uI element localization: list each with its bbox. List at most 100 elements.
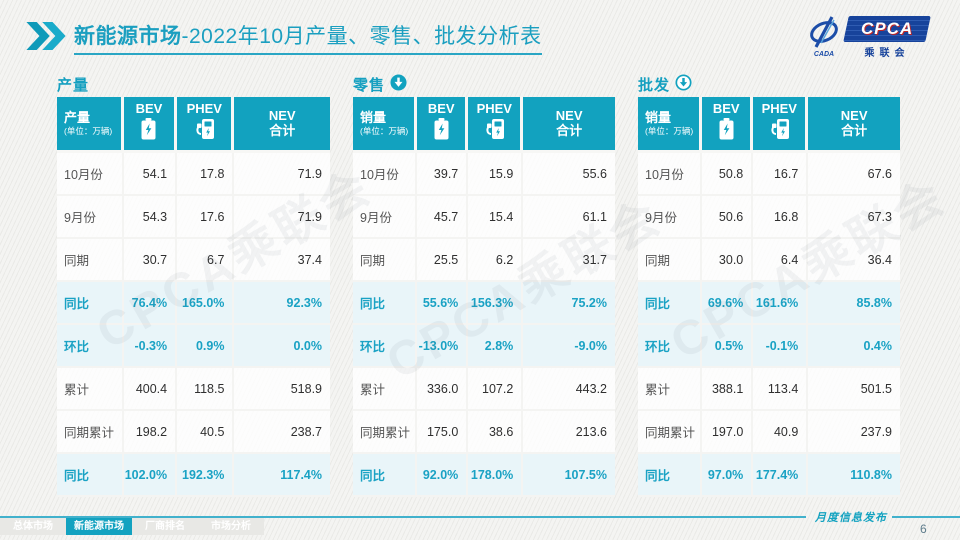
row-label: 同期累计 xyxy=(638,411,703,454)
section-label-wholesale: 批发 xyxy=(638,77,671,94)
cell-value: 117.4% xyxy=(234,454,330,497)
cell-value: 501.5 xyxy=(808,368,900,411)
charger-icon xyxy=(177,118,231,145)
cell-value: 6.4 xyxy=(753,239,809,282)
cell-value: 92.0% xyxy=(417,454,469,497)
row-label: 累计 xyxy=(353,368,418,411)
header-unit-cell: 销量 (单位：万辆) xyxy=(638,97,703,153)
svg-text:CADA: CADA xyxy=(814,51,834,58)
cell-value: 213.6 xyxy=(523,411,615,454)
cell-value: 40.5 xyxy=(177,411,235,454)
cell-value: 17.6 xyxy=(177,196,235,239)
retail-table: 销量 (单位：万辆) BEV PHEV xyxy=(353,97,615,497)
table-row: 同比 55.6% 156.3% 75.2% xyxy=(353,282,615,325)
cell-value: 92.3% xyxy=(234,282,330,325)
row-label: 同期 xyxy=(57,239,124,282)
cell-value: 75.2% xyxy=(523,282,615,325)
charger-icon xyxy=(753,118,805,145)
table-header-row: 销量 (单位：万辆) BEV PHEV xyxy=(638,97,900,153)
cell-value: 55.6% xyxy=(417,282,469,325)
table-row: 同期 30.7 6.7 37.4 xyxy=(57,239,330,282)
cpca-text: CPCA xyxy=(860,19,914,38)
cell-value: 6.2 xyxy=(468,239,524,282)
table-row: 同期 30.0 6.4 36.4 xyxy=(638,239,900,282)
row-label: 同比 xyxy=(57,454,124,497)
cell-value: 238.7 xyxy=(234,411,330,454)
cell-value: 61.1 xyxy=(523,196,615,239)
double-chevron-icon xyxy=(26,22,66,55)
cell-value: 25.5 xyxy=(417,239,469,282)
section-label-retail: 零售 xyxy=(353,77,386,94)
cell-value: 107.5% xyxy=(523,454,615,497)
tab-nev-market[interactable]: 新能源市场 xyxy=(66,518,132,535)
row-label: 同期累计 xyxy=(57,411,124,454)
cell-value: 518.9 xyxy=(234,368,330,411)
cell-value: 102.0% xyxy=(123,454,178,497)
cell-value: 16.7 xyxy=(753,153,809,196)
tab-overall-market[interactable]: 总体市场 xyxy=(0,518,66,535)
battery-icon xyxy=(124,118,174,145)
tab-oem-ranking[interactable]: 厂商排名 xyxy=(132,518,198,535)
cell-value: 36.4 xyxy=(808,239,900,282)
cell-value: 38.6 xyxy=(468,411,524,454)
cell-value: 54.1 xyxy=(123,153,178,196)
table-row: 累计 388.1 113.4 501.5 xyxy=(638,368,900,411)
tables-area: 产量 产量 (单位：万辆) BEV PHEV xyxy=(57,72,900,497)
cell-value: 0.5% xyxy=(702,325,754,368)
cell-value: 15.4 xyxy=(468,196,524,239)
cell-value: 0.0% xyxy=(234,325,330,368)
header-unit-cell: 销量 (单位：万辆) xyxy=(353,97,418,153)
cell-value: 50.8 xyxy=(702,153,754,196)
table-row: 同比 76.4% 165.0% 92.3% xyxy=(57,282,330,325)
table-row: 环比 -13.0% 2.8% -9.0% xyxy=(353,325,615,368)
cell-value: 336.0 xyxy=(417,368,469,411)
page-title: 新能源市场-2022年10月产量、零售、批发分析表 xyxy=(74,20,542,55)
table-row: 9月份 45.7 15.4 61.1 xyxy=(353,196,615,239)
cpca-box: CPCA xyxy=(843,16,931,42)
cada-swoosh-icon: CADA xyxy=(810,16,838,58)
table-header-row: 产量 (单位：万辆) BEV PHEV xyxy=(57,97,330,153)
cell-value: 85.8% xyxy=(808,282,900,325)
cell-value: 39.7 xyxy=(417,153,469,196)
table-row: 10月份 39.7 15.9 55.6 xyxy=(353,153,615,196)
cell-value: 37.4 xyxy=(234,239,330,282)
cell-value: 0.9% xyxy=(177,325,235,368)
table-header-row: 销量 (单位：万辆) BEV PHEV xyxy=(353,97,615,153)
battery-icon xyxy=(417,118,465,145)
header-phev-cell: PHEV xyxy=(753,97,809,153)
page-title-bold: 新能源市场 xyxy=(74,25,182,48)
row-label: 10月份 xyxy=(57,153,124,196)
row-label: 累计 xyxy=(638,368,703,411)
cell-value: 161.6% xyxy=(753,282,809,325)
cell-value: 55.6 xyxy=(523,153,615,196)
table-row: 累计 336.0 107.2 443.2 xyxy=(353,368,615,411)
cell-value: 30.0 xyxy=(702,239,754,282)
page-title-rest: -2022年10月产量、零售、批发分析表 xyxy=(181,25,542,48)
header-nev-cell: NEV 合计 xyxy=(523,97,615,153)
table-row: 同比 97.0% 177.4% 110.8% xyxy=(638,454,900,497)
table-row: 10月份 50.8 16.7 67.6 xyxy=(638,153,900,196)
table-row: 环比 0.5% -0.1% 0.4% xyxy=(638,325,900,368)
row-label: 10月份 xyxy=(638,153,703,196)
row-label: 同比 xyxy=(57,282,124,325)
cell-value: 198.2 xyxy=(123,411,178,454)
table-row: 同期累计 197.0 40.9 237.9 xyxy=(638,411,900,454)
table-row: 同比 69.6% 161.6% 85.8% xyxy=(638,282,900,325)
row-label: 同比 xyxy=(638,454,703,497)
cell-value: 156.3% xyxy=(468,282,524,325)
footer-nav-tabs: 总体市场 新能源市场 厂商排名 市场分析 xyxy=(0,518,264,535)
production-table: 产量 (单位：万辆) BEV PHEV xyxy=(57,97,330,497)
page-number: 6 xyxy=(920,522,927,536)
cell-value: -0.1% xyxy=(753,325,809,368)
row-label: 同期 xyxy=(353,239,418,282)
cell-value: 197.0 xyxy=(702,411,754,454)
cpca-subtitle: 乘联会 xyxy=(864,48,910,59)
header-nev-cell: NEV 合计 xyxy=(234,97,330,153)
table-row: 同期累计 175.0 38.6 213.6 xyxy=(353,411,615,454)
slide-header: 新能源市场-2022年10月产量、零售、批发分析表 xyxy=(26,20,542,55)
tab-market-analysis[interactable]: 市场分析 xyxy=(198,518,264,535)
cell-value: 31.7 xyxy=(523,239,615,282)
cell-value: 192.3% xyxy=(177,454,235,497)
down-arrow-filled-icon xyxy=(390,73,407,96)
cell-value: 400.4 xyxy=(123,368,178,411)
